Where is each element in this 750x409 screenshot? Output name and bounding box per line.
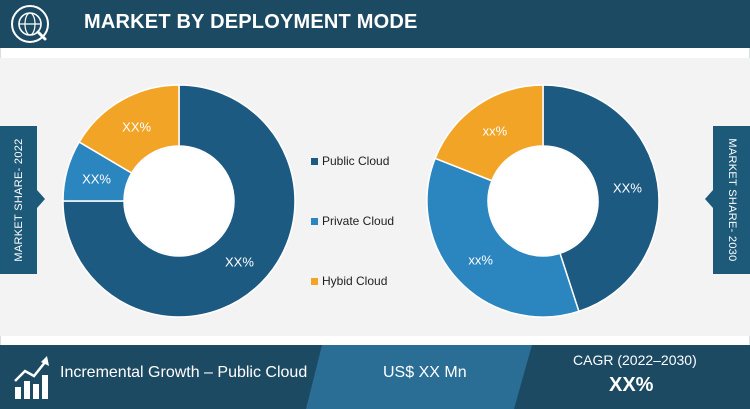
cagr-value: XX% <box>609 374 654 396</box>
data-label-hybid-cloud: XX% <box>122 120 151 135</box>
globe-search-icon <box>11 5 49 43</box>
data-label-hybid-cloud: xx% <box>483 123 508 138</box>
market-value-label: US$ XX Mn <box>383 364 467 381</box>
legend-swatch-hybid-cloud <box>311 278 318 285</box>
data-label-public-cloud: XX% <box>613 181 642 196</box>
legend-label-hybid-cloud: Hybid Cloud <box>322 274 388 288</box>
side-tab-notch <box>37 190 45 208</box>
side-tab-2030: MARKET SHARE- 2030 <box>705 126 750 274</box>
footer-bar: Incremental Growth – Public Cloud US$ XX… <box>0 345 750 409</box>
slice-private-cloud <box>426 157 580 318</box>
slice-hybid-cloud <box>434 84 544 182</box>
header-bar: MARKET BY DEPLOYMENT MODE <box>0 0 750 48</box>
data-label-private-cloud: xx% <box>468 253 493 268</box>
legend-item-private-cloud: Private Cloud <box>311 214 441 230</box>
legend-swatch-public-cloud <box>311 158 318 165</box>
incremental-growth-label: Incremental Growth – Public Cloud <box>60 364 308 381</box>
data-label-private-cloud: XX% <box>82 171 111 186</box>
slice-hybid-cloud <box>78 84 180 175</box>
data-label-public-cloud: XX% <box>225 254 254 269</box>
cagr-label: CAGR (2022–2030) <box>573 352 697 368</box>
growth-chart-icon <box>14 356 49 399</box>
footer-value-panel <box>306 345 532 409</box>
legend-label-private-cloud: Private Cloud <box>322 214 395 228</box>
legend-item-public-cloud: Public Cloud <box>311 154 441 170</box>
side-tab-notch <box>705 190 713 208</box>
slice-public-cloud <box>62 84 296 318</box>
side-tab-2022: MARKET SHARE- 2022 <box>0 126 45 274</box>
donut-chart-2: XX% xx% xx% <box>426 84 660 318</box>
legend-swatch-private-cloud <box>311 218 318 225</box>
legend-item-hybid-cloud: Hybid Cloud <box>311 274 441 290</box>
slice-public-cloud <box>542 84 660 313</box>
legend-label-public-cloud: Public Cloud <box>322 154 390 168</box>
donut-hole <box>125 147 233 255</box>
donut-chart-1: XX% XX% XX% <box>62 84 296 318</box>
donut-hole <box>489 147 597 255</box>
page-title: MARKET BY DEPLOYMENT MODE <box>84 11 418 33</box>
